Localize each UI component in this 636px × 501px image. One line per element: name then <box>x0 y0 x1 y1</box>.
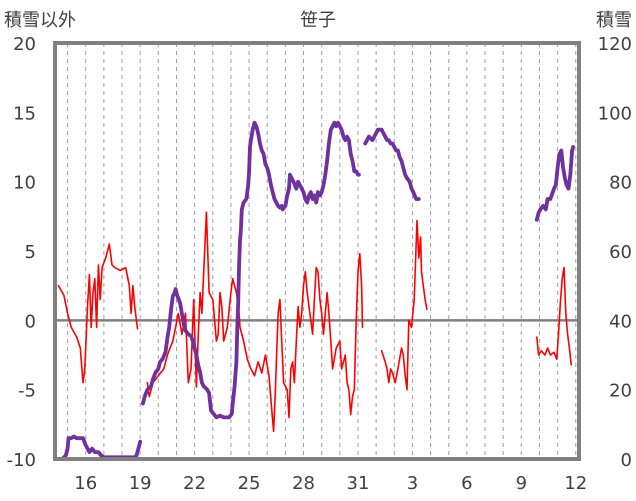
x-tick-label: 9 <box>516 473 527 494</box>
x-tick-labels: 16 19 22 25 28 31 3 6 9 12 <box>74 473 587 494</box>
left-axis-title: 積雪以外 <box>4 10 76 31</box>
right-tick-label: 120 <box>598 34 632 55</box>
right-tick-label: 40 <box>609 311 632 332</box>
temperature-line <box>57 243 139 384</box>
right-axis-title: 積雪 <box>596 10 632 31</box>
x-tick-label: 25 <box>238 473 261 494</box>
plot-background <box>55 43 579 459</box>
left-tick-label: -10 <box>7 450 36 471</box>
right-tick-labels: 0 20 40 60 80 100 120 <box>598 34 632 471</box>
x-tick-label: 31 <box>347 473 370 494</box>
right-tick-label: 100 <box>598 103 632 124</box>
chart-title: 笹子 <box>300 10 336 31</box>
snow-depth-line <box>534 145 575 222</box>
left-tick-label: 10 <box>13 173 36 194</box>
right-tick-label: 20 <box>609 381 632 402</box>
x-tick-label: 6 <box>461 473 472 494</box>
x-tick-label: 16 <box>74 473 97 494</box>
plot-frame <box>53 41 581 461</box>
snow-depth-line <box>140 120 361 420</box>
x-tick-label: 28 <box>292 473 315 494</box>
temperature-line <box>535 266 573 366</box>
snow-depth-line <box>363 127 421 201</box>
left-tick-labels: -10 -5 0 5 10 15 20 <box>7 34 36 471</box>
left-tick-label: -5 <box>18 381 36 402</box>
left-tick-label: 5 <box>25 242 36 263</box>
left-tick-label: 0 <box>25 311 36 332</box>
left-tick-label: 20 <box>13 34 36 55</box>
series-group <box>57 120 575 460</box>
left-tick-label: 15 <box>13 103 36 124</box>
temperature-line <box>380 219 428 391</box>
right-tick-label: 60 <box>609 242 632 263</box>
right-tick-label: 80 <box>609 173 632 194</box>
x-tick-label: 12 <box>564 473 587 494</box>
temperature-line <box>146 211 364 433</box>
x-tick-label: 19 <box>129 473 152 494</box>
right-tick-label: 0 <box>621 450 632 471</box>
grid-lines <box>67 43 577 459</box>
x-tick-label: 3 <box>407 473 418 494</box>
x-tick-label: 22 <box>183 473 206 494</box>
